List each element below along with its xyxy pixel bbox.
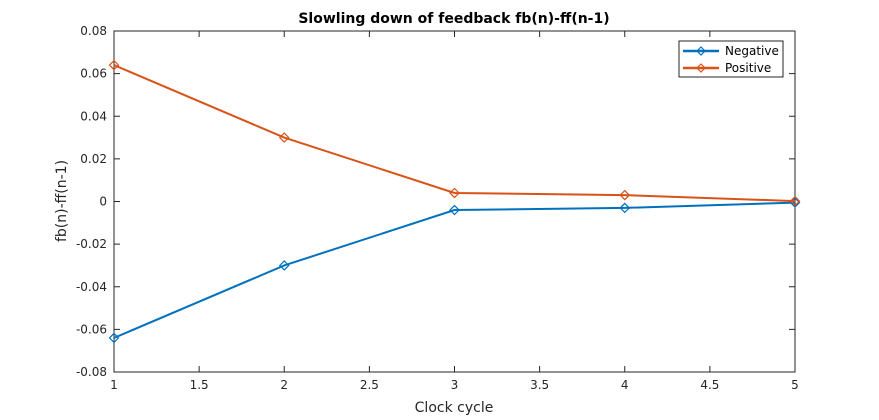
x-axis-label: Clock cycle <box>415 400 494 416</box>
y-tick-label: -0.02 <box>76 237 107 251</box>
series-line-negative <box>113 201 796 339</box>
x-tick-label: 1 <box>110 378 118 392</box>
legend-entry: Negative <box>725 44 779 58</box>
chart-title: Slowling down of feedback fb(n)-ff(n-1) <box>298 11 609 27</box>
x-tick-label: 3.5 <box>530 378 549 392</box>
series-line-positive <box>113 64 796 203</box>
y-tick-label: 0.08 <box>80 24 107 38</box>
legend-box <box>678 40 784 78</box>
y-axis-label: fb(n)-ff(n-1) <box>54 160 70 242</box>
y-tick-label: 0.04 <box>80 109 107 123</box>
data-point <box>278 260 290 271</box>
y-tick-label: 0 <box>99 195 107 209</box>
x-tick-label: 4.5 <box>700 378 719 392</box>
x-tick-label: 2 <box>280 378 288 392</box>
data-point <box>449 204 460 216</box>
legend-marker <box>696 46 706 56</box>
series-negative <box>108 197 801 344</box>
x-tick-label: 1.5 <box>190 378 209 392</box>
x-tick-label: 2.5 <box>360 378 379 392</box>
data-point <box>278 132 290 143</box>
series-group <box>108 59 801 344</box>
tick-group: 1 1.5 2 2.5 3 3.5 4 4.5 5 -0.08 -0.06 -0.04 -0.02 0 0.… <box>76 24 799 392</box>
y-tick-label: 0.06 <box>80 67 107 81</box>
legend: Negative Positive <box>678 40 784 78</box>
data-point <box>619 202 631 214</box>
data-point <box>619 189 631 201</box>
x-tick-label: 3 <box>451 378 459 392</box>
data-point <box>789 195 801 207</box>
series-positive <box>108 59 801 207</box>
x-tick-label: 4 <box>621 378 629 392</box>
y-tick-label: 0.02 <box>80 152 107 166</box>
legend-entry: Positive <box>725 61 771 75</box>
data-point <box>108 332 120 344</box>
y-tick-label: -0.08 <box>76 365 107 379</box>
y-tick-label: -0.04 <box>76 280 107 294</box>
data-point <box>108 59 120 71</box>
legend-marker <box>696 63 706 73</box>
plot-area <box>113 30 796 373</box>
x-tick-label: 5 <box>791 378 799 392</box>
y-tick-label: -0.06 <box>76 322 107 336</box>
data-point <box>449 187 460 199</box>
